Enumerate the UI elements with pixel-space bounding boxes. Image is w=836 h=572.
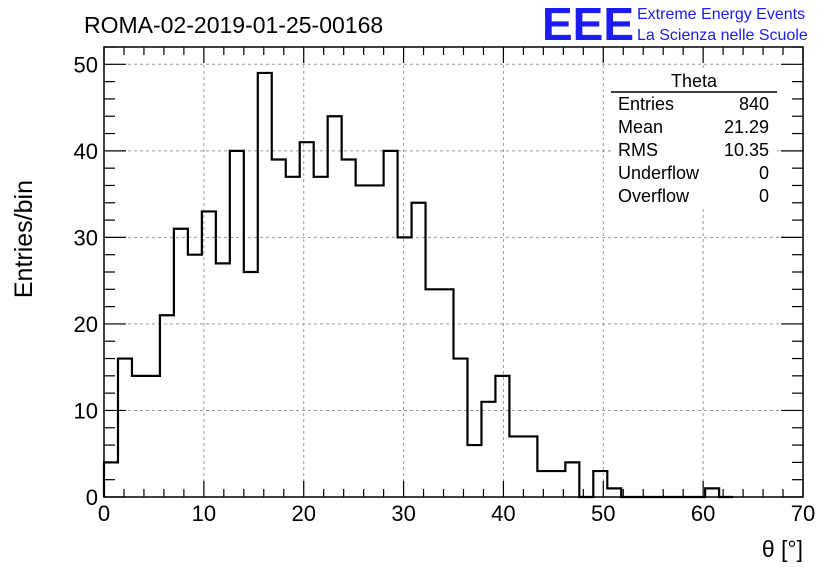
x-axis-label: θ [°]	[762, 536, 803, 562]
y-tick-label: 50	[74, 52, 98, 77]
stats-label: RMS	[618, 140, 658, 160]
x-tick-label: 20	[291, 501, 315, 526]
x-tick-labels: 0 10 20 30 40 50 60 70	[98, 501, 815, 526]
x-tick-label: 60	[691, 501, 715, 526]
stats-label: Entries	[618, 94, 674, 114]
stats-value: 0	[759, 186, 769, 206]
x-tick-label: 0	[98, 501, 110, 526]
project-name-line1: Extreme Energy Events	[637, 6, 805, 23]
y-tick-label: 30	[74, 225, 98, 250]
stats-title: Theta	[671, 71, 718, 91]
y-tick-labels: 0 10 20 30 40 50	[74, 52, 98, 510]
stats-value: 21.29	[724, 117, 769, 137]
stats-value: 840	[739, 94, 769, 114]
x-tick-label: 50	[591, 501, 615, 526]
stats-value: 10.35	[724, 140, 769, 160]
x-tick-label: 70	[791, 501, 815, 526]
y-tick-label: 40	[74, 139, 98, 164]
y-tick-label: 10	[74, 398, 98, 423]
axis-ticks	[103, 46, 804, 498]
y-tick-label: 20	[74, 312, 98, 337]
stats-label: Overflow	[618, 186, 690, 206]
stats-value: 0	[759, 163, 769, 183]
x-tick-label: 10	[192, 501, 216, 526]
stats-label: Underflow	[618, 163, 700, 183]
x-tick-label: 40	[491, 501, 515, 526]
run-title: ROMA-02-2019-01-25-00168	[84, 12, 383, 38]
stats-box: Theta Entries 840 Mean 21.29 RMS 10.35 Underfl…	[611, 70, 777, 206]
y-axis-label: Entries/bin	[10, 180, 38, 298]
x-tick-label: 30	[391, 501, 415, 526]
stats-label: Mean	[618, 117, 663, 137]
project-name-line2: La Scienza nelle Scuole	[637, 27, 808, 44]
eee-logo: EEE	[542, 0, 634, 50]
histogram-line	[102, 71, 734, 499]
y-tick-label: 0	[86, 485, 98, 510]
